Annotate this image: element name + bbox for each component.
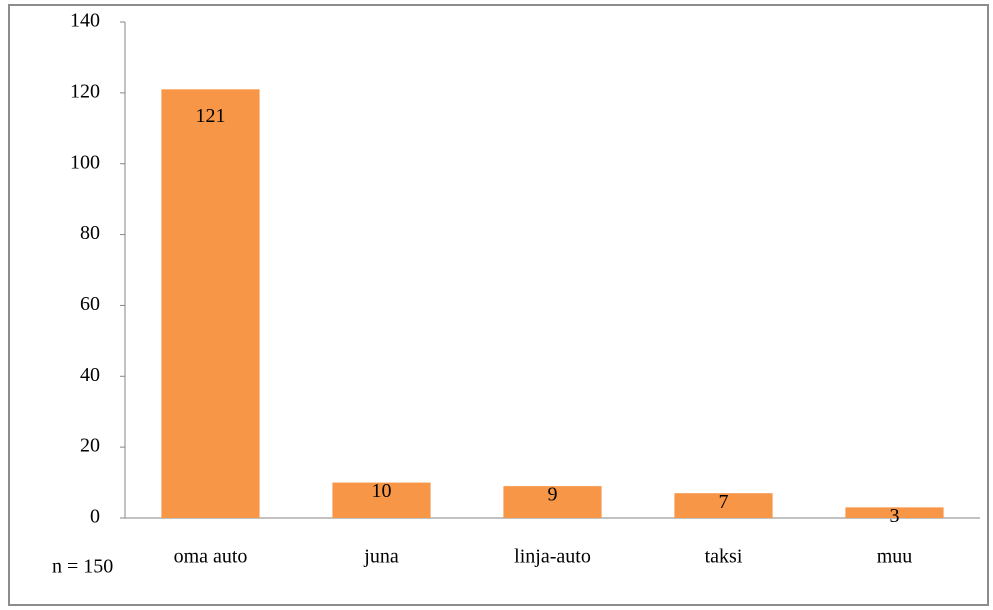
x-tick-label: oma auto bbox=[174, 546, 248, 568]
data-label: 9 bbox=[548, 484, 558, 506]
y-tick-label: 20 bbox=[80, 435, 100, 457]
x-tick-label: taksi bbox=[705, 546, 743, 568]
y-tick-label: 120 bbox=[70, 80, 100, 102]
y-tick-label: 100 bbox=[70, 151, 100, 173]
x-tick-label: muu bbox=[877, 546, 913, 568]
annotation: n = 150 bbox=[52, 556, 113, 578]
bar bbox=[503, 486, 602, 518]
bar bbox=[674, 493, 773, 518]
x-tick-label: juna bbox=[363, 546, 399, 568]
bar bbox=[332, 482, 431, 518]
x-tick-label: linja-auto bbox=[514, 546, 591, 568]
y-tick-label: 0 bbox=[90, 506, 100, 528]
bar bbox=[845, 507, 944, 518]
y-tick-label: 80 bbox=[80, 222, 100, 244]
y-tick-label: 140 bbox=[70, 10, 100, 32]
data-label: 3 bbox=[890, 505, 900, 527]
y-tick-label: 40 bbox=[80, 364, 100, 386]
data-label: 121 bbox=[196, 105, 226, 127]
data-label: 10 bbox=[372, 480, 392, 502]
y-tick-label: 60 bbox=[80, 293, 100, 315]
data-label: 7 bbox=[719, 491, 729, 513]
bar bbox=[161, 89, 260, 519]
chart-frame bbox=[8, 4, 989, 606]
